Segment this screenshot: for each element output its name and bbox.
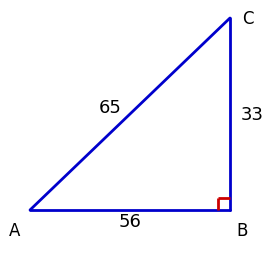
Text: B: B [236, 222, 248, 240]
Text: 65: 65 [99, 99, 121, 117]
Text: 33: 33 [240, 106, 264, 124]
Text: A: A [9, 222, 21, 240]
Text: 56: 56 [118, 213, 142, 231]
Text: C: C [242, 10, 254, 28]
